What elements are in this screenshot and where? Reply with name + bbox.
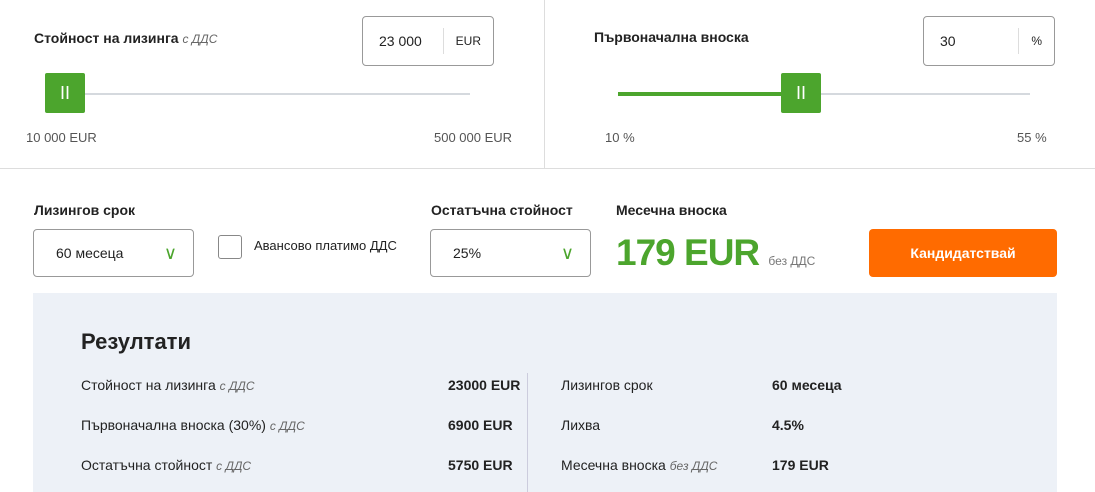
lease-value-input[interactable]: 23 000 EUR [362,16,494,66]
lease-value-slider-handle[interactable]: II [45,73,85,113]
result-monthly-value: 179 EUR [772,457,829,473]
result-residual-value: 5750 EUR [448,457,513,473]
result-down-label: Първоначална вноска (30%) с ДДС [81,417,305,433]
apply-button[interactable]: Кандидатствай [869,229,1057,277]
term-value: 60 месеца [56,245,124,261]
result-term-value: 60 месеца [772,377,842,393]
lease-value-text: 23 000 [379,33,422,49]
monthly-label: Месечна вноска [616,202,727,218]
residual-label: Остатъчна стойност [431,202,573,218]
result-residual-label: Остатъчна стойност с ДДС [81,457,252,473]
residual-select[interactable]: 25% ∨ [430,229,591,277]
residual-value: 25% [453,245,482,261]
result-lease-value: 23000 EUR [448,377,521,393]
lease-value-label: Стойност на лизинга с ДДС [34,30,218,46]
down-max-label: 55 % [1017,130,1047,145]
chevron-down-icon: ∨ [163,242,177,263]
vat-checkbox[interactable] [218,235,242,259]
lease-max-label: 500 000 EUR [434,130,513,145]
vat-checkbox-label: Авансово платимо ДДС [254,238,397,253]
result-interest-value: 4.5% [772,417,804,433]
results-divider [527,373,528,492]
down-payment-track[interactable] [618,93,1030,95]
down-payment-label: Първоначална вноска [594,29,749,45]
down-payment-slider-handle[interactable]: II [781,73,821,113]
lease-value-track[interactable] [64,93,470,95]
result-term-label: Лизингов срок [561,377,653,393]
term-select[interactable]: 60 месеца ∨ [33,229,194,277]
monthly-amount: 179 EUR без ДДС [616,232,816,273]
top-divider [0,168,1095,169]
column-divider [544,0,545,168]
results-panel: Резултати Стойност на лизинга с ДДС 2300… [33,293,1057,492]
lease-min-label: 10 000 EUR [26,130,97,145]
result-monthly-label: Месечна вноска без ДДС [561,457,718,473]
chevron-down-icon: ∨ [560,242,574,263]
lease-value-unit: EUR [442,28,493,54]
results-title: Резултати [81,329,191,354]
down-payment-text: 30 [940,33,956,49]
down-min-label: 10 % [605,130,635,145]
result-down-value: 6900 EUR [448,417,513,433]
result-interest-label: Лихва [561,417,601,433]
result-lease-label: Стойност на лизинга с ДДС [81,377,255,393]
down-payment-fill [618,92,802,96]
down-payment-input[interactable]: 30% [923,16,1055,66]
down-payment-unit: % [1018,28,1054,54]
term-label: Лизингов срок [34,202,136,218]
